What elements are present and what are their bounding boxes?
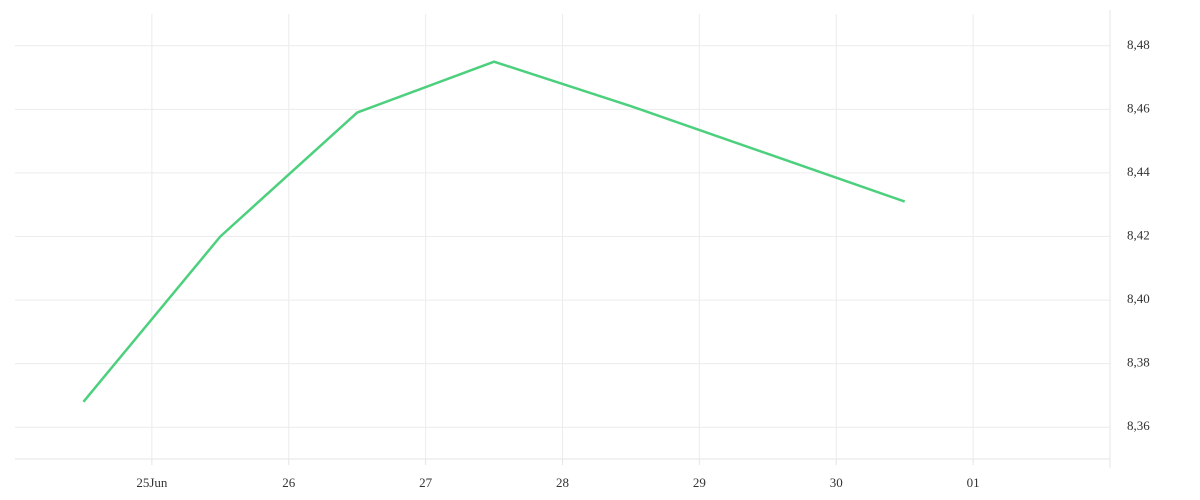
x-tick-label: 30 (830, 475, 843, 490)
y-tick-label: 8,38 (1127, 355, 1150, 370)
x-tick-label: 27 (419, 475, 433, 490)
y-tick-label: 8,46 (1127, 100, 1150, 115)
y-tick-label: 8,44 (1127, 164, 1150, 179)
x-tick-label: 01 (967, 475, 980, 490)
y-tick-label: 8,48 (1127, 37, 1150, 52)
y-tick-label: 8,36 (1127, 418, 1150, 433)
y-tick-label: 8,40 (1127, 291, 1150, 306)
x-tick-label: 29 (693, 475, 706, 490)
x-tick-label: 28 (556, 475, 569, 490)
x-tick-label: 26 (282, 475, 296, 490)
x-tick-label: 25Jun (136, 475, 168, 490)
data-line (82, 60, 906, 403)
y-tick-label: 8,42 (1127, 227, 1150, 242)
